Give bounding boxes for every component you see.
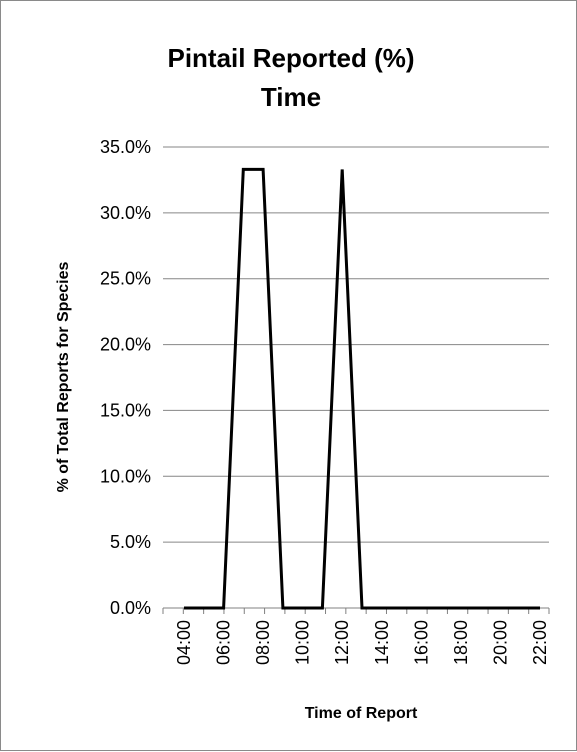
y-tick-label: 15.0%: [100, 400, 151, 420]
x-tick-label: 08:00: [253, 620, 273, 665]
x-axis-title: Time of Report: [305, 705, 418, 722]
x-tick-label: 16:00: [411, 620, 431, 665]
x-tick-label: 14:00: [372, 620, 392, 665]
x-tick-label: 10:00: [293, 620, 313, 665]
chart-title-line-2: Time: [261, 82, 321, 112]
y-axis-title: % of Total Reports for Species: [55, 261, 72, 492]
x-tick-label: 18:00: [451, 620, 471, 665]
x-tick-label: 22:00: [530, 620, 550, 665]
gridlines: [163, 146, 549, 543]
y-tick-label: 30.0%: [100, 203, 151, 223]
series-line: [184, 167, 540, 610]
y-tick-label: 5.0%: [110, 532, 151, 552]
y-tick-label: 20.0%: [100, 335, 151, 355]
y-tick-label: 10.0%: [100, 466, 151, 486]
y-tick-label: 35.0%: [100, 137, 151, 157]
x-tick-label: 04:00: [174, 620, 194, 665]
x-tick-label: 20:00: [490, 620, 510, 665]
y-tick-label: 0.0%: [110, 598, 151, 618]
y-axis-tick-labels: 0.0% 5.0% 10.0% 15.0% 20.0% 25.0% 30.0% 35.0%: [100, 137, 151, 618]
y-tick-label: 25.0%: [100, 269, 151, 289]
x-tick-label: 06:00: [214, 620, 234, 665]
chart-title-line-1: Pintail Reported (%): [167, 43, 414, 73]
x-axis-tick-labels: 04:00 06:00 08:00 10:00 12:00 14:00 16:00 18:00…: [174, 620, 550, 665]
x-tick-label: 12:00: [332, 620, 352, 665]
